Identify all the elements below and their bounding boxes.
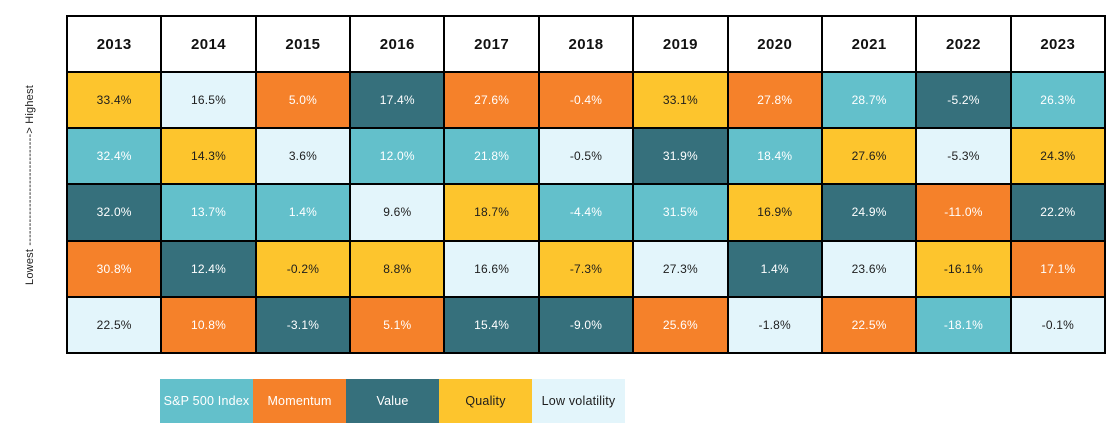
return-cell-quality: 16.9% bbox=[728, 185, 821, 240]
return-cell-momentum: -0.4% bbox=[539, 73, 633, 128]
return-cell-sp500: 31.5% bbox=[634, 185, 727, 240]
return-cell-momentum: 30.8% bbox=[68, 241, 161, 296]
return-cell-momentum: 5.1% bbox=[351, 297, 444, 352]
return-cell-quality: 33.4% bbox=[68, 73, 161, 128]
return-cell-value: 1.4% bbox=[728, 241, 821, 296]
year-header: 2015 bbox=[256, 17, 350, 71]
return-cell-lowvol: 16.5% bbox=[162, 73, 255, 128]
return-cell-momentum: 10.8% bbox=[162, 297, 255, 352]
return-cell-sp500: 13.7% bbox=[162, 185, 255, 240]
return-cell-quality: -16.1% bbox=[917, 241, 1010, 296]
return-cell-sp500: 12.0% bbox=[351, 129, 444, 184]
return-cell-lowvol: 27.3% bbox=[634, 241, 727, 296]
return-cell-sp500: 26.3% bbox=[1011, 73, 1104, 128]
return-cell-lowvol: 22.5% bbox=[68, 297, 161, 352]
return-cell-value: 22.2% bbox=[1011, 185, 1104, 240]
return-cell-lowvol: -0.5% bbox=[539, 129, 633, 184]
return-cell-sp500: -18.1% bbox=[917, 297, 1010, 352]
return-cell-sp500: -4.4% bbox=[539, 185, 633, 240]
return-cell-momentum: 5.0% bbox=[256, 73, 350, 128]
return-cell-quality: -7.3% bbox=[539, 241, 633, 296]
return-cell-sp500: 18.4% bbox=[728, 129, 821, 184]
year-header: 2018 bbox=[539, 17, 633, 71]
return-cell-momentum: 17.1% bbox=[1011, 241, 1104, 296]
return-cell-sp500: 1.4% bbox=[256, 185, 350, 240]
return-cell-lowvol: -1.8% bbox=[728, 297, 821, 352]
legend-item-lowvol: Low volatility bbox=[532, 379, 625, 423]
return-cell-value: 17.4% bbox=[351, 73, 444, 128]
year-header: 2016 bbox=[351, 17, 444, 71]
year-header: 2023 bbox=[1011, 17, 1104, 71]
return-cell-momentum: 22.5% bbox=[822, 297, 916, 352]
return-cell-value: -3.1% bbox=[256, 297, 350, 352]
legend-item-momentum: Momentum bbox=[253, 379, 346, 423]
legend-item-sp500: S&P 500 Index bbox=[160, 379, 253, 423]
return-cell-lowvol: 23.6% bbox=[822, 241, 916, 296]
year-header: 2021 bbox=[822, 17, 916, 71]
year-header: 2013 bbox=[68, 17, 161, 71]
return-cell-lowvol: 16.6% bbox=[445, 241, 538, 296]
return-cell-quality: 18.7% bbox=[445, 185, 538, 240]
return-cell-quality: 24.3% bbox=[1011, 129, 1104, 184]
return-cell-lowvol: -5.3% bbox=[917, 129, 1010, 184]
return-cell-momentum: 27.6% bbox=[445, 73, 538, 128]
return-cell-sp500: 21.8% bbox=[445, 129, 538, 184]
return-cell-quality: 14.3% bbox=[162, 129, 255, 184]
year-header: 2017 bbox=[445, 17, 538, 71]
return-cell-lowvol: 3.6% bbox=[256, 129, 350, 184]
legend: S&P 500 Index Momentum Value Quality Low vol… bbox=[160, 379, 625, 423]
rank-axis-label: Lowest -----------------------------> Hi… bbox=[24, 85, 36, 285]
return-cell-sp500: 28.7% bbox=[822, 73, 916, 128]
return-cell-lowvol: -0.1% bbox=[1011, 297, 1104, 352]
return-cell-value: 12.4% bbox=[162, 241, 255, 296]
year-header: 2020 bbox=[728, 17, 821, 71]
return-cell-momentum: 27.8% bbox=[728, 73, 821, 128]
return-cell-sp500: 32.4% bbox=[68, 129, 161, 184]
return-cell-value: 24.9% bbox=[822, 185, 916, 240]
year-header: 2022 bbox=[917, 17, 1010, 71]
return-cell-quality: 8.8% bbox=[351, 241, 444, 296]
year-header: 2019 bbox=[634, 17, 727, 71]
return-cell-value: 31.9% bbox=[634, 129, 727, 184]
return-cell-value: -9.0% bbox=[539, 297, 633, 352]
year-header: 2014 bbox=[162, 17, 255, 71]
return-cell-value: -5.2% bbox=[917, 73, 1010, 128]
return-cell-momentum: -11.0% bbox=[917, 185, 1010, 240]
return-cell-value: 15.4% bbox=[445, 297, 538, 352]
legend-item-quality: Quality bbox=[439, 379, 532, 423]
return-cell-value: 32.0% bbox=[68, 185, 161, 240]
legend-item-value: Value bbox=[346, 379, 439, 423]
return-cell-quality: -0.2% bbox=[256, 241, 350, 296]
return-cell-momentum: 25.6% bbox=[634, 297, 727, 352]
returns-grid: 2013 2014 2015 2016 2017 2018 2019 2020 2021 2022… bbox=[66, 15, 1106, 354]
return-cell-quality: 33.1% bbox=[634, 73, 727, 128]
return-cell-lowvol: 9.6% bbox=[351, 185, 444, 240]
return-cell-quality: 27.6% bbox=[822, 129, 916, 184]
